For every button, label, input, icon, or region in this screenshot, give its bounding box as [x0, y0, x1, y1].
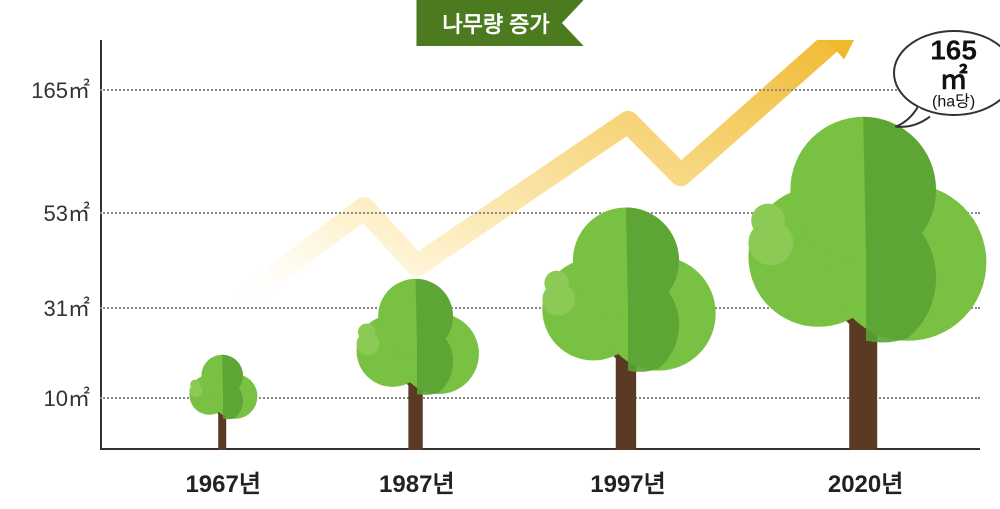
y-axis-label: 53㎡ [44, 196, 100, 228]
y-axis-label: 10㎡ [44, 381, 100, 413]
chart-title: 나무량 증가 [442, 12, 549, 37]
y-axis-label: 31㎡ [44, 291, 100, 323]
x-axis-label: 2020년 [828, 450, 903, 499]
tree-icon [171, 346, 275, 450]
x-axis-label: 1967년 [185, 450, 260, 499]
chart-title-banner: 나무량 증가 [416, 0, 583, 46]
chart-area: 165㎡53㎡31㎡10㎡ 1967년 [100, 40, 980, 450]
callout-text: 165㎡ (ha당) [930, 35, 977, 110]
callout-sub: (ha당) [930, 94, 977, 110]
x-axis-label: 1987년 [379, 450, 454, 499]
y-axis-label: 165㎡ [31, 73, 100, 105]
tree-icon [323, 263, 510, 450]
tree-icon [684, 86, 1000, 450]
callout-value: 165㎡ [930, 35, 977, 94]
y-axis-line [100, 40, 102, 450]
x-axis-label: 1997년 [590, 450, 665, 499]
